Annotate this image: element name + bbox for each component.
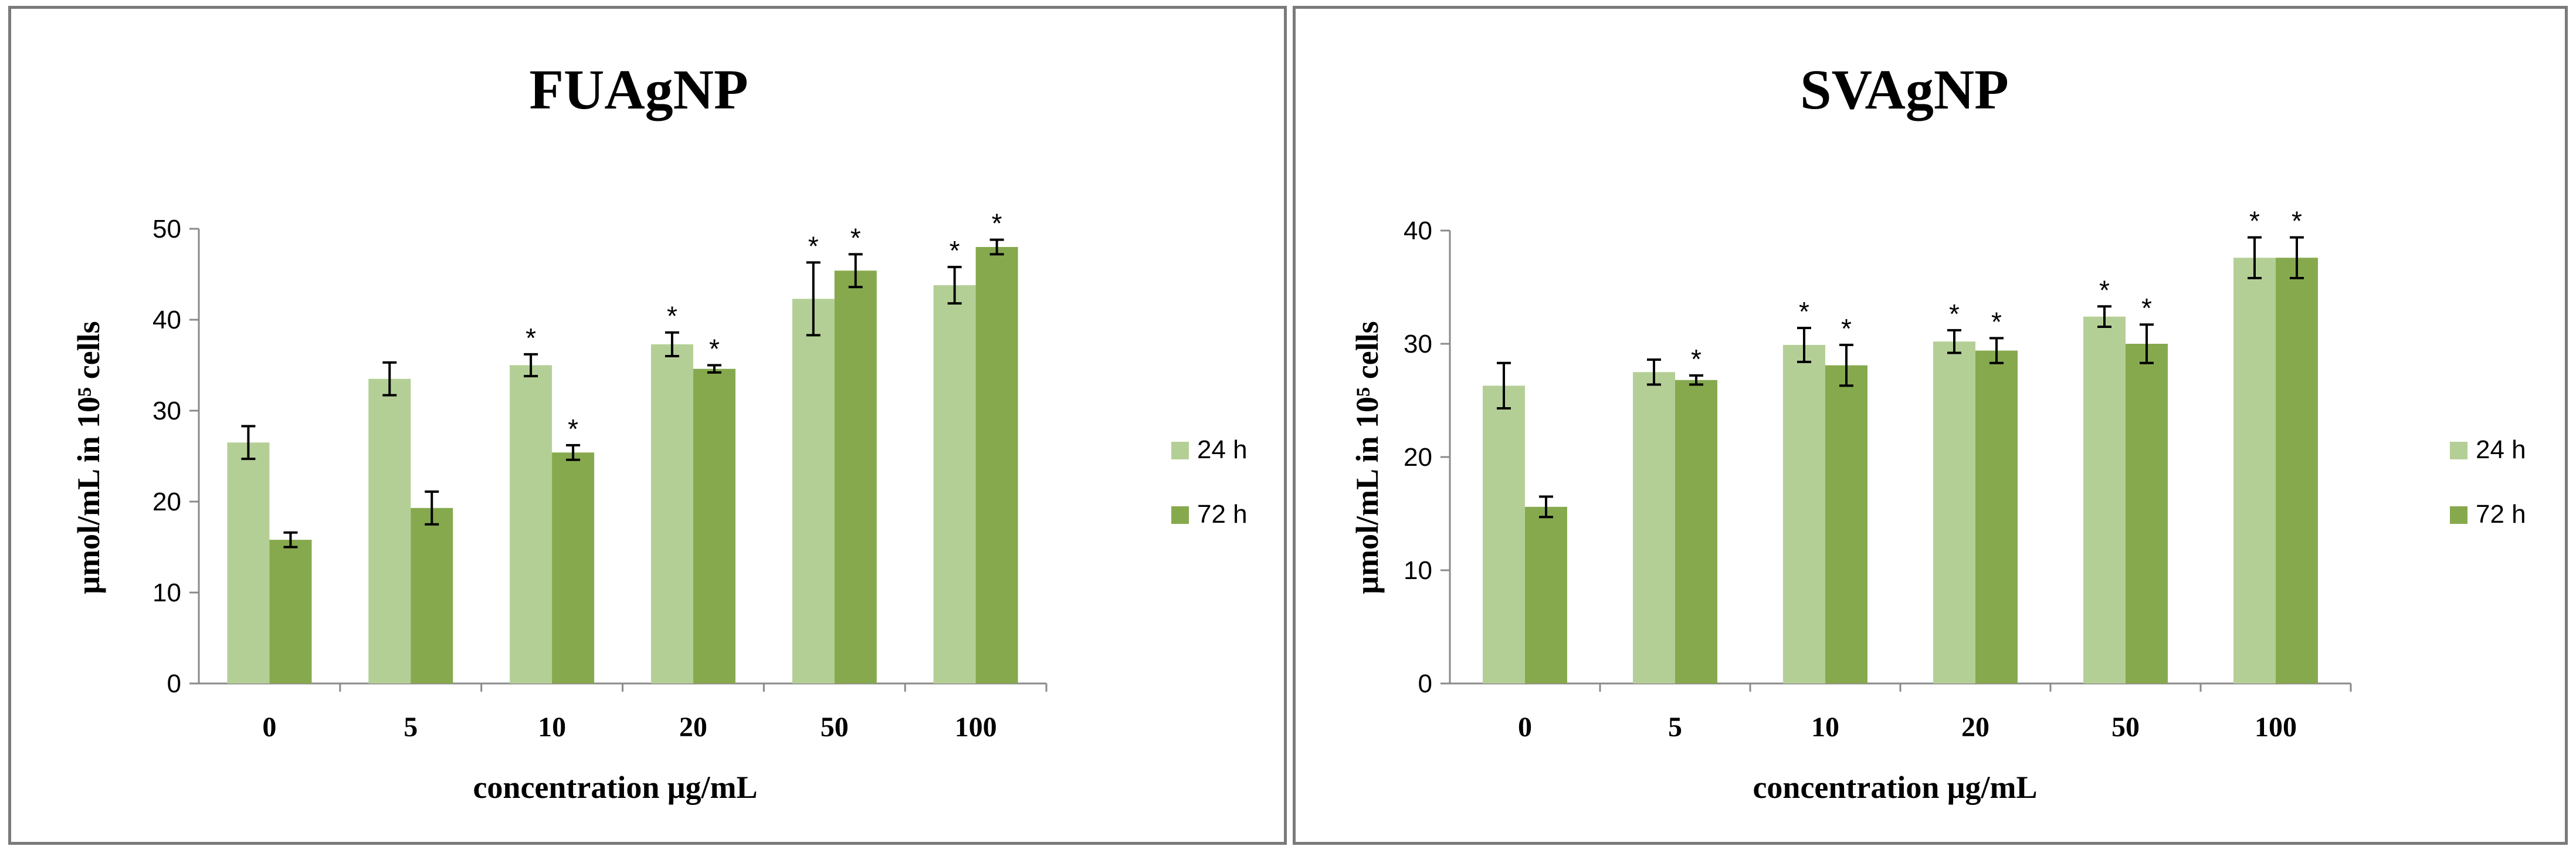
significance-marker: * — [1991, 306, 2002, 337]
significance-marker: * — [568, 414, 578, 444]
bar-72h-5 — [1675, 380, 1717, 683]
bar-24h-20 — [650, 344, 693, 683]
significance-marker: * — [2141, 293, 2152, 323]
bar-72h-5 — [411, 507, 453, 683]
bar-72h-20 — [1975, 350, 2018, 683]
bar-24h-0 — [1483, 385, 1525, 683]
bar-24h-5 — [368, 378, 411, 683]
bar-72h-100 — [2276, 258, 2318, 683]
x-tick-label: 10 — [538, 712, 566, 743]
x-tick-label: 5 — [1668, 712, 1682, 743]
significance-marker: * — [1949, 299, 1960, 329]
legend-swatch-72h — [1171, 506, 1189, 524]
significance-marker: * — [1691, 344, 1701, 374]
chart-svagnp: SVAgNP concentration μg/mL μmol/mL in 10… — [1350, 58, 2526, 805]
bar-24h-5 — [1633, 372, 1675, 683]
x-tick-label: 0 — [262, 712, 276, 743]
x-tick-label: 100 — [955, 712, 997, 743]
bar-24h-0 — [227, 442, 270, 683]
significance-marker: * — [950, 235, 960, 266]
chart-title: FUAgNP — [529, 58, 748, 121]
x-axis-label: concentration μg/mL — [473, 770, 757, 805]
bar-72h-10 — [552, 452, 595, 683]
bar-72h-100 — [975, 247, 1018, 683]
y-axis-label: μmol/mL in 10⁵ cells — [1350, 321, 1385, 594]
bar-24h-20 — [1933, 341, 1975, 683]
y-tick-label: 10 — [152, 578, 181, 607]
significance-marker: * — [2099, 275, 2110, 305]
bar-72h-50 — [834, 270, 877, 683]
bar-72h-50 — [2126, 344, 2168, 683]
bar-24h-100 — [2233, 258, 2276, 683]
bar-72h-0 — [269, 540, 312, 683]
x-tick-label: 5 — [404, 712, 418, 743]
bar-24h-50 — [2083, 316, 2126, 683]
significance-marker: * — [526, 323, 536, 353]
x-tick-label: 10 — [1811, 712, 1839, 743]
significance-marker: * — [1799, 296, 1809, 327]
significance-marker: * — [2292, 206, 2302, 236]
chart-title: SVAgNP — [1800, 58, 2009, 121]
y-tick-label: 40 — [1404, 216, 1432, 245]
x-tick-label: 50 — [2111, 712, 2140, 743]
bar-24h-10 — [1783, 344, 1825, 683]
chart-panel-fuagnp: FUAgNP concentration μg/mL μmol/mL in 10… — [8, 6, 1287, 845]
y-tick-label: 40 — [152, 306, 181, 334]
y-axis-label: μmol/mL in 10⁵ cells — [71, 321, 106, 594]
significance-marker: * — [992, 208, 1002, 239]
legend-swatch-72h — [2450, 506, 2467, 524]
y-tick-label: 0 — [1418, 669, 1432, 698]
bar-72h-0 — [1525, 506, 1567, 683]
chart-panel-svagnp: SVAgNP concentration μg/mL μmol/mL in 10… — [1293, 6, 2568, 845]
y-tick-label: 50 — [152, 215, 181, 243]
significance-marker: * — [850, 222, 861, 253]
legend-label-72h: 72 h — [1197, 500, 1248, 529]
bar-72h-10 — [1825, 365, 1867, 683]
significance-marker: * — [709, 334, 720, 364]
x-tick-label: 50 — [821, 712, 849, 743]
significance-marker: * — [1841, 313, 1852, 344]
y-tick-label: 10 — [1404, 556, 1432, 585]
x-tick-label: 0 — [1518, 712, 1532, 743]
significance-marker: * — [2249, 206, 2260, 236]
y-tick-label: 20 — [1404, 443, 1432, 472]
bar-24h-50 — [792, 299, 835, 684]
y-tick-label: 0 — [167, 669, 181, 698]
x-tick-label: 20 — [1961, 712, 1989, 743]
y-tick-label: 20 — [152, 488, 181, 516]
significance-marker: * — [808, 231, 819, 261]
bar-24h-10 — [510, 365, 553, 683]
chart-fuagnp: FUAgNP concentration μg/mL μmol/mL in 10… — [71, 58, 1248, 805]
x-tick-label: 100 — [2255, 712, 2297, 743]
legend-swatch-24h — [1171, 442, 1189, 459]
x-tick-label: 20 — [679, 712, 707, 743]
legend-label-24h: 24 h — [2476, 435, 2526, 464]
legend-swatch-24h — [2450, 442, 2467, 459]
legend-label-72h: 72 h — [2476, 500, 2526, 529]
legend-label-24h: 24 h — [1197, 435, 1248, 464]
y-tick-label: 30 — [152, 397, 181, 425]
y-tick-label: 30 — [1404, 330, 1432, 358]
bar-72h-20 — [693, 368, 735, 683]
x-axis-label: concentration μg/mL — [1753, 770, 2037, 805]
significance-marker: * — [667, 301, 677, 331]
bar-24h-100 — [933, 285, 976, 684]
